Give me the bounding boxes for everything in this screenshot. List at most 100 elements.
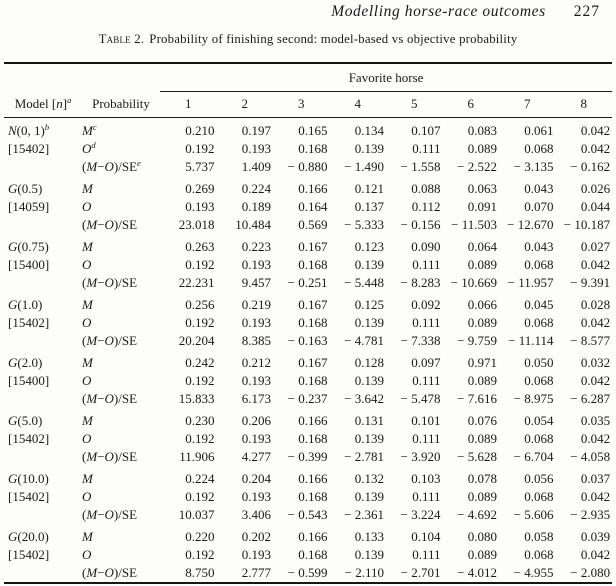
- value-cell: 0.042: [580, 547, 611, 562]
- model-label-cell: G(0.75): [8, 239, 49, 254]
- probability-label-cell: (M−O)/SE: [82, 449, 138, 464]
- value-cell: 0.134: [354, 123, 384, 138]
- value-cell: 0.097: [411, 355, 441, 370]
- running-head-title: Modelling horse-race outcomes: [331, 3, 546, 20]
- probability-label-cell: (M−O)/SE: [82, 565, 138, 580]
- value-cell: 0.164: [298, 199, 328, 214]
- model-header-footnote-mark: a: [67, 94, 72, 105]
- favorite-horse-col-8: 8: [555, 91, 613, 118]
- value-cell: − 2.361: [344, 507, 384, 522]
- value-cell: 0.089: [467, 373, 497, 388]
- value-cell: 0.168: [298, 489, 328, 504]
- value-cell: 0.167: [298, 355, 328, 370]
- value-cell: 0.139: [354, 141, 384, 156]
- value-cell: 0.042: [580, 141, 611, 156]
- value-cell: 0.224: [185, 471, 215, 486]
- value-cell: 0.080: [467, 529, 497, 544]
- value-cell: 0.204: [241, 471, 271, 486]
- value-cell: 0.026: [580, 181, 611, 196]
- value-cell: 0.197: [241, 123, 271, 138]
- probability-label-cell: O: [82, 547, 92, 562]
- value-cell: 0.263: [185, 239, 215, 254]
- value-cell: 0.167: [298, 297, 328, 312]
- value-cell: 0.167: [298, 239, 328, 254]
- objective-probability-row: [15400] O 0.192 0.193 0.168 0.139 0.111 0.089 0.…: [4, 256, 612, 274]
- value-cell: 23.018: [178, 217, 215, 232]
- probability-label-cell: Mc: [82, 122, 97, 138]
- value-cell: − 1.558: [400, 159, 441, 174]
- value-cell: 0.192: [185, 489, 215, 504]
- probability-label-cell: O: [82, 431, 92, 446]
- value-cell: 0.092: [411, 297, 441, 312]
- value-cell: 0.212: [241, 355, 271, 370]
- favorite-horse-col-2: 2: [216, 91, 273, 118]
- value-cell: 0.043: [524, 239, 554, 254]
- model-probability-row: G(20.0) M 0.220 0.202 0.166 0.133 0.104 0.080 0.…: [4, 528, 612, 546]
- value-cell: 0.139: [354, 257, 384, 272]
- model-label-cell: [4, 332, 82, 350]
- value-cell: − 0.162: [570, 159, 611, 174]
- value-cell: 0.111: [412, 489, 441, 504]
- value-cell: − 4.781: [344, 333, 384, 348]
- spanner-spacer: [4, 63, 160, 92]
- value-cell: 0.193: [241, 141, 271, 156]
- value-cell: 0.242: [185, 355, 215, 370]
- value-cell: 0.111: [412, 547, 441, 562]
- standardized-difference-row: (M−O)/SE 11.906 4.277 − 0.399 − 2.781 − 3.920…: [4, 448, 612, 466]
- value-cell: 4.277: [241, 449, 271, 464]
- value-cell: 0.123: [354, 239, 384, 254]
- value-cell: 0.192: [185, 257, 215, 272]
- value-cell: 0.128: [354, 355, 384, 370]
- value-cell: 0.192: [185, 431, 215, 446]
- value-cell: − 8.577: [570, 333, 611, 348]
- table-caption-label: Table 2.: [98, 32, 145, 46]
- value-cell: 0.064: [467, 239, 497, 254]
- value-cell: 0.137: [354, 199, 384, 214]
- value-cell: 0.107: [411, 123, 441, 138]
- model-label-cell: G(10.0): [8, 471, 49, 486]
- standardized-difference-row: (M−O)/SE 8.750 2.777 − 0.599 − 2.110 − 2.701 −…: [4, 564, 612, 583]
- value-cell: 0.089: [467, 431, 497, 446]
- value-cell: − 2.522: [457, 159, 497, 174]
- value-cell: 0.193: [185, 199, 215, 214]
- standardized-difference-row: (M−O)/SE 22.231 9.457 − 0.251 − 5.448 − 8.283…: [4, 274, 612, 292]
- value-cell: − 2.935: [570, 507, 611, 522]
- probability-label-cell: (M−O)/SE: [82, 507, 138, 522]
- model-label-cell: [14059]: [8, 199, 50, 214]
- favorite-horse-col-5: 5: [386, 91, 443, 118]
- value-cell: 0.139: [354, 315, 384, 330]
- value-cell: 0.088: [411, 181, 441, 196]
- value-cell: 0.168: [298, 373, 328, 388]
- value-cell: − 9.759: [457, 333, 497, 348]
- probability-label-cell: Od: [82, 140, 96, 156]
- value-cell: − 5.606: [513, 507, 554, 522]
- value-cell: − 9.391: [570, 275, 611, 290]
- value-cell: 0.202: [241, 529, 271, 544]
- value-cell: 0.111: [412, 257, 441, 272]
- value-cell: − 4.955: [513, 565, 554, 580]
- value-cell: 0.224: [241, 181, 271, 196]
- table-caption: Table 2. Probability of finishing second:…: [0, 32, 616, 47]
- value-cell: 0.166: [298, 413, 328, 428]
- value-cell: 0.230: [185, 413, 215, 428]
- model-label-cell: [4, 564, 82, 583]
- value-cell: 0.168: [298, 431, 328, 446]
- model-probability-row: G(1.0) M 0.256 0.219 0.167 0.125 0.092 0.066 0.0…: [4, 296, 612, 314]
- value-cell: 0.044: [580, 199, 611, 214]
- value-cell: 0.192: [185, 315, 215, 330]
- value-cell: 0.111: [412, 431, 441, 446]
- value-cell: 0.068: [524, 547, 554, 562]
- value-cell: 0.139: [354, 431, 384, 446]
- value-cell: 0.223: [241, 239, 271, 254]
- value-cell: − 12.670: [507, 217, 554, 232]
- page-number: 227: [573, 3, 600, 20]
- value-cell: − 2.701: [400, 565, 441, 580]
- model-probability-row: G(10.0) M 0.224 0.204 0.166 0.132 0.103 0.078 0.…: [4, 470, 612, 488]
- value-cell: 0.039: [580, 529, 611, 544]
- value-cell: 0.133: [354, 529, 384, 544]
- value-cell: − 7.616: [457, 391, 497, 406]
- model-label-cell: [15402]: [8, 489, 50, 504]
- probability-label-cell: M: [82, 239, 93, 254]
- value-cell: 5.737: [185, 159, 215, 174]
- value-cell: 0.103: [411, 471, 441, 486]
